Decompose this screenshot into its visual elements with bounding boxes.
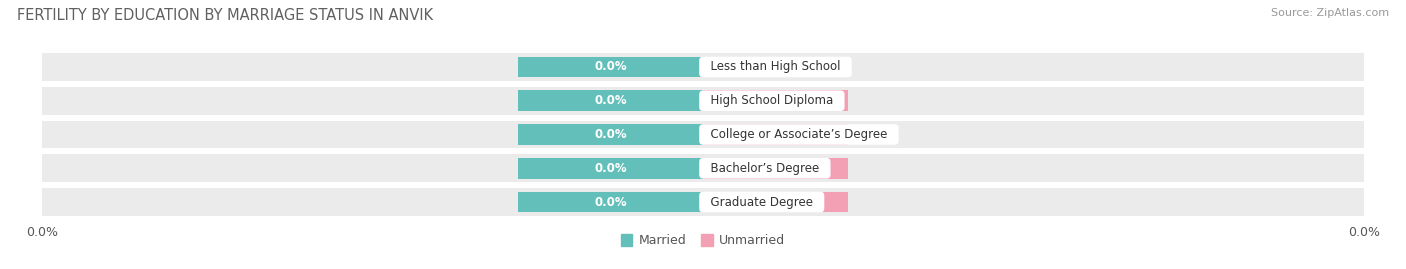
Text: 0.0%: 0.0% <box>759 162 792 175</box>
Bar <box>42 188 1364 216</box>
Text: 0.0%: 0.0% <box>759 61 792 73</box>
Bar <box>703 56 848 77</box>
Text: 0.0%: 0.0% <box>595 61 627 73</box>
Text: 0.0%: 0.0% <box>759 94 792 107</box>
Bar <box>517 56 703 77</box>
Text: 0.0%: 0.0% <box>595 128 627 141</box>
Text: 0.0%: 0.0% <box>595 162 627 175</box>
Text: 0.0%: 0.0% <box>759 196 792 208</box>
Bar <box>703 124 848 145</box>
Bar <box>703 158 848 179</box>
Text: 0.0%: 0.0% <box>595 94 627 107</box>
Bar <box>703 90 848 111</box>
Bar <box>42 121 1364 148</box>
Bar <box>517 192 703 213</box>
Bar <box>517 158 703 179</box>
Text: High School Diploma: High School Diploma <box>703 94 841 107</box>
Bar <box>703 192 848 213</box>
Legend: Married, Unmarried: Married, Unmarried <box>616 229 790 252</box>
Bar <box>42 87 1364 115</box>
Text: Bachelor’s Degree: Bachelor’s Degree <box>703 162 827 175</box>
Text: Source: ZipAtlas.com: Source: ZipAtlas.com <box>1271 8 1389 18</box>
Text: 0.0%: 0.0% <box>595 196 627 208</box>
Bar <box>517 124 703 145</box>
Bar <box>42 53 1364 81</box>
Text: Less than High School: Less than High School <box>703 61 848 73</box>
Bar <box>42 154 1364 182</box>
Text: FERTILITY BY EDUCATION BY MARRIAGE STATUS IN ANVIK: FERTILITY BY EDUCATION BY MARRIAGE STATU… <box>17 8 433 23</box>
Text: College or Associate’s Degree: College or Associate’s Degree <box>703 128 894 141</box>
Text: Graduate Degree: Graduate Degree <box>703 196 821 208</box>
Text: 0.0%: 0.0% <box>759 128 792 141</box>
Bar <box>517 90 703 111</box>
